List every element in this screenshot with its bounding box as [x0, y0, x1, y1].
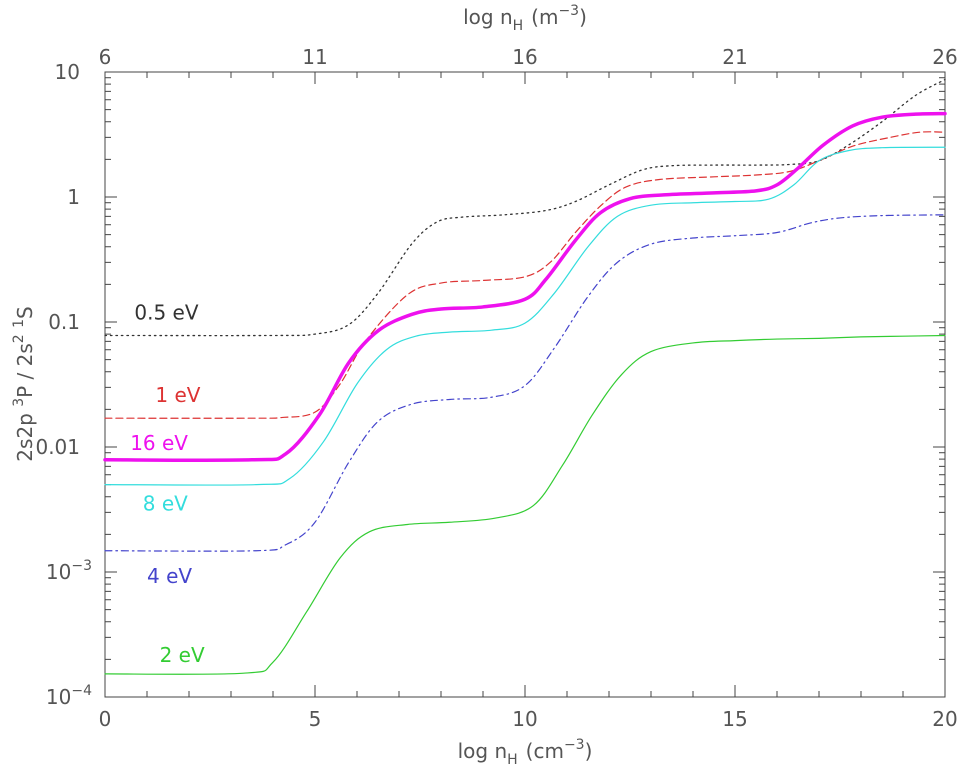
series-label: 8 eV [143, 492, 188, 516]
series-line [103, 111, 947, 462]
x-tick-label: 10 [512, 707, 537, 731]
tick-labels: 0 5 10 15 20 6 11 16 21 26 10 1 0.1 0.01 10−3 10−4 [35, 45, 957, 731]
y-tick-label: 10−4 [46, 683, 92, 709]
series-line [104, 78, 946, 337]
y-tick-label: 0.1 [48, 310, 80, 334]
series-label: 0.5 eV [134, 300, 198, 324]
y-tick-label: 10−3 [46, 558, 92, 584]
x-tick-label: 15 [722, 707, 747, 731]
series-line [104, 131, 946, 419]
axis-ticks [104, 72, 946, 698]
series-label: 4 eV [147, 564, 192, 588]
series-line [104, 214, 946, 552]
top-x-tick-label: 6 [99, 45, 112, 69]
series-lines [103, 78, 947, 675]
y-tick-label: 10 [55, 60, 80, 84]
x-tick-label: 20 [932, 707, 957, 731]
x-axis-label-bottom: log nH (cm−3) [458, 737, 593, 768]
x-axis-label-top: log nH (m−3) [463, 3, 587, 34]
x-tick-label: 0 [99, 707, 112, 731]
top-x-tick-label: 16 [512, 45, 537, 69]
series-labels: 0.5 eV 1 eV 16 eV 8 eV 4 eV 2 eV [130, 300, 205, 667]
x-tick-label: 5 [309, 707, 322, 731]
y-axis-label: 2s2p 3P / 2s2 1S [11, 306, 37, 461]
series-label: 2 eV [160, 643, 205, 667]
plot-border [104, 71, 946, 698]
series-label: 16 eV [130, 431, 188, 455]
plot-frame [104, 71, 946, 698]
top-x-tick-label: 21 [722, 45, 747, 69]
top-x-tick-label: 11 [302, 45, 327, 69]
top-x-tick-label: 26 [932, 45, 957, 69]
series-line [104, 146, 946, 486]
series-label: 1 eV [155, 383, 200, 407]
series-line [104, 334, 946, 675]
y-tick-label: 1 [67, 185, 80, 209]
y-tick-label: 0.01 [35, 435, 80, 459]
